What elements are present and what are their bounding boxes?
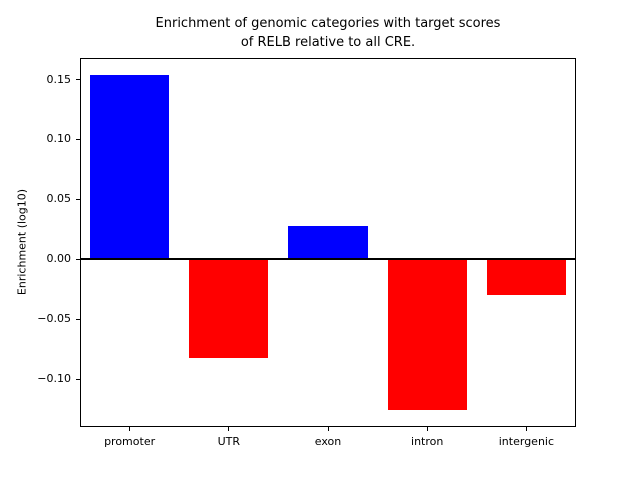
x-tick-label-exon: exon: [314, 435, 342, 448]
bar-UTR: [189, 259, 269, 358]
bar-promoter: [89, 74, 170, 260]
x-tick-mark: [327, 427, 329, 431]
y-tick-label: 0.05: [46, 192, 72, 206]
bar-exon: [288, 225, 368, 260]
y-tick-mark: [76, 258, 80, 260]
y-tick-mark: [76, 198, 80, 200]
y-tick-label: 0.00: [46, 252, 72, 266]
x-tick-label-intergenic: intergenic: [498, 435, 555, 448]
x-tick-label-intron: intron: [411, 435, 444, 448]
x-tick-mark: [525, 427, 527, 431]
x-tick-mark: [129, 427, 131, 431]
x-tick-label-UTR: UTR: [217, 435, 240, 448]
x-tick-mark: [426, 427, 428, 431]
y-tick-mark: [76, 79, 80, 81]
chart-title-line-2: of RELB relative to all CRE.: [240, 34, 416, 50]
y-tick-label: 0.10: [46, 132, 72, 146]
bar-intergenic: [486, 259, 567, 296]
chart-title: Enrichment of genomic categories with ta…: [80, 15, 576, 53]
y-tick-mark: [76, 138, 80, 140]
y-tick-mark: [76, 378, 80, 380]
x-tick-mark: [228, 427, 230, 431]
bar-intron: [387, 259, 467, 411]
y-tick-mark: [76, 318, 80, 320]
y-tick-label: 0.15: [46, 72, 72, 86]
x-tick-label-promoter: promoter: [104, 435, 156, 448]
y-tick-label: −0.05: [37, 312, 71, 326]
chart-title-line-1: Enrichment of genomic categories with ta…: [155, 16, 501, 31]
zero-line: [80, 258, 576, 261]
y-tick-label: −0.10: [37, 372, 71, 386]
